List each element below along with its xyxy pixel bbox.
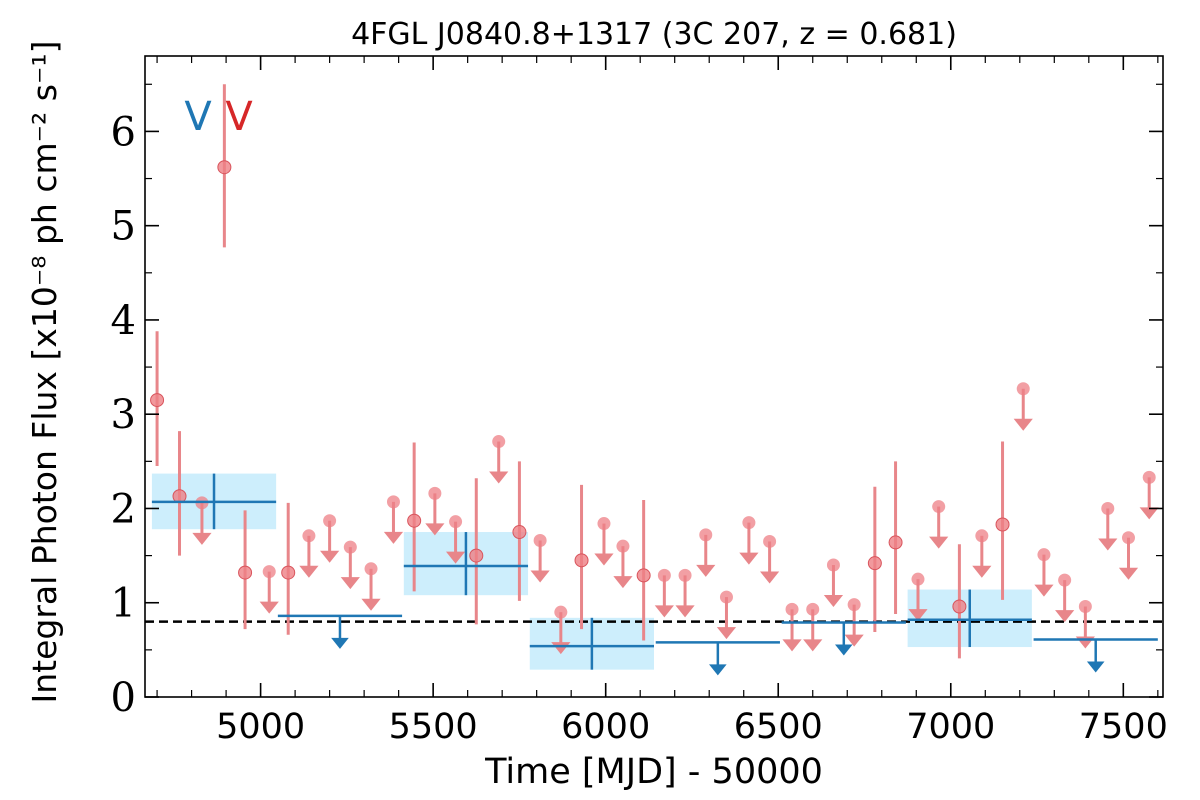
data-point — [469, 548, 484, 563]
upper-limit-point — [806, 602, 820, 616]
upper-limit-point — [1142, 470, 1156, 484]
upper-limit-point — [763, 534, 777, 548]
bin-upper-limit-arrow — [834, 622, 853, 656]
plot-area — [145, 84, 1163, 676]
x-tick-label: 5500 — [389, 707, 478, 747]
x-tick-label: 7500 — [1079, 707, 1168, 747]
upper-limit-point — [323, 514, 337, 528]
upper-limit-point — [449, 515, 463, 529]
data-point — [867, 556, 882, 571]
y-tick-label: 1 — [111, 581, 136, 627]
x-tick-label: 5000 — [216, 707, 305, 747]
upper-limit-point — [847, 598, 861, 612]
upper-limit-point — [1121, 531, 1135, 545]
upper-limit-point — [533, 534, 547, 548]
bin-upper-limit-arrow — [1086, 639, 1105, 673]
legend-label: V — [184, 94, 212, 140]
upper-limit-point — [1078, 600, 1092, 614]
upper-limit-point — [1101, 501, 1115, 515]
data-point — [636, 568, 651, 583]
data-point — [238, 565, 253, 580]
upper-limit-point — [1016, 382, 1030, 396]
upper-limit-point — [302, 529, 316, 543]
upper-limit-point — [262, 565, 276, 579]
upper-limit-point — [932, 500, 946, 514]
y-tick-label: 4 — [111, 298, 136, 344]
upper-limit-point — [826, 558, 840, 572]
upper-limit-point — [616, 539, 630, 553]
x-tick-label: 6500 — [734, 707, 823, 747]
data-point — [150, 393, 165, 408]
bin-upper-limit-arrow — [331, 615, 349, 649]
y-tick-label: 6 — [111, 109, 136, 155]
upper-limit-point — [597, 517, 611, 531]
upper-limit-point — [785, 602, 799, 616]
data-point — [407, 513, 422, 528]
x-tick-label: 6000 — [561, 707, 650, 747]
data-point — [995, 517, 1010, 532]
y-tick-label: 2 — [111, 486, 136, 532]
upper-limit-point — [428, 486, 442, 500]
legend-label: V — [225, 94, 253, 140]
y-tick-label: 5 — [111, 204, 136, 250]
y-axis-label: Integral Photon Flux [x10⁻⁸ ph cm⁻² s⁻¹] — [25, 41, 64, 704]
upper-limit-point — [699, 528, 713, 542]
upper-limit-point — [975, 529, 989, 543]
upper-limit-point — [492, 435, 506, 449]
bin-upper-limit-arrow — [709, 642, 727, 676]
y-tick-label: 3 — [111, 392, 136, 438]
upper-limit-point — [364, 562, 378, 576]
upper-limit-point — [554, 605, 568, 619]
upper-limit-point — [657, 568, 671, 582]
upper-limit-point — [911, 572, 925, 586]
upper-limit-point — [742, 516, 756, 530]
x-tick-label: 7000 — [906, 707, 995, 747]
y-tick-label: 0 — [111, 675, 136, 721]
upper-limit-point — [1037, 548, 1051, 562]
upper-limit-point — [719, 590, 733, 604]
plot-frame — [144, 55, 1164, 698]
data-point — [952, 599, 967, 614]
data-point — [888, 535, 903, 550]
chart-title: 4FGL J0840.8+1317 (3C 207, z = 0.681) — [351, 17, 957, 52]
upper-limit-point — [386, 495, 400, 509]
data-point — [217, 160, 232, 175]
upper-limit-point — [1058, 573, 1072, 587]
data-point — [281, 565, 296, 580]
data-point — [512, 525, 527, 540]
upper-limit-point — [343, 540, 357, 554]
x-axis-label: Time [MJD] - 50000 — [484, 752, 823, 792]
data-point — [574, 553, 589, 568]
axis-ticks: 5000 5500 6000 6500 7000 7500 0 1 2 3 4 5 6 — [111, 56, 1168, 747]
upper-limit-point — [678, 568, 692, 582]
